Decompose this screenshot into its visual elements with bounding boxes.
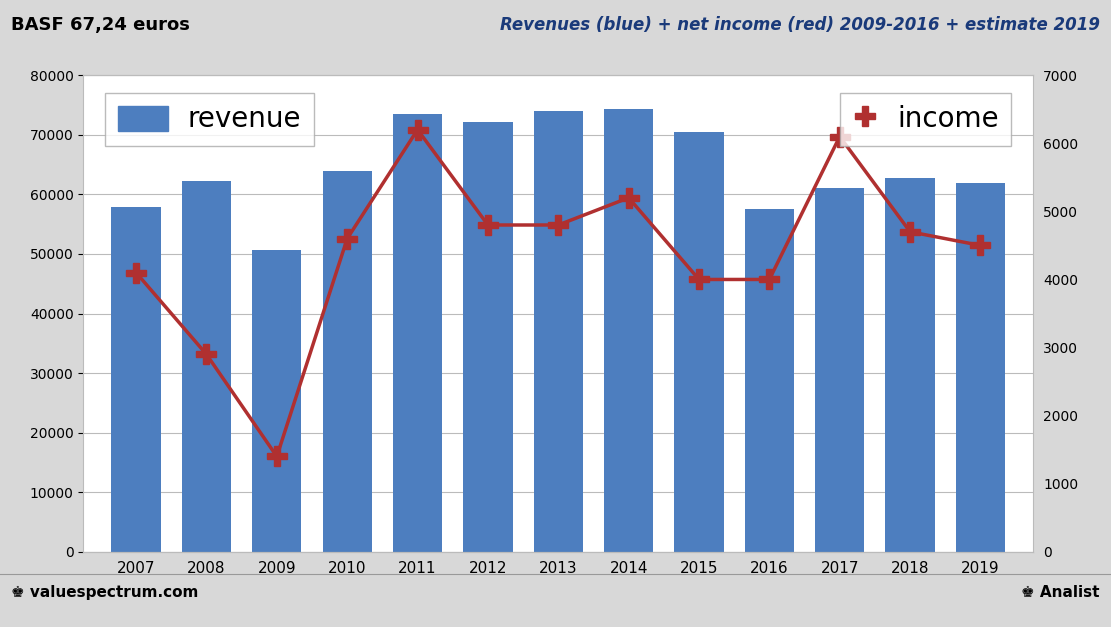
Bar (533, 111, 583, 552)
Bar (182, 181, 231, 552)
Bar (955, 184, 1005, 552)
Bar (463, 122, 512, 552)
Bar (604, 109, 653, 552)
Text: Revenues (blue) + net income (red) 2009-2016 + estimate 2019: Revenues (blue) + net income (red) 2009-… (500, 16, 1100, 34)
Bar (674, 132, 723, 552)
Bar (322, 171, 372, 552)
Bar (111, 208, 161, 552)
Bar (252, 250, 301, 552)
Bar (815, 189, 864, 552)
Legend: revenue: revenue (106, 93, 313, 145)
Text: ♚ Analist: ♚ Analist (1021, 585, 1100, 600)
Bar (744, 209, 794, 552)
Text: BASF 67,24 euros: BASF 67,24 euros (11, 16, 190, 34)
Bar (885, 179, 934, 552)
Bar (393, 114, 442, 552)
Text: ♚ valuespectrum.com: ♚ valuespectrum.com (11, 585, 199, 600)
Legend: income: income (840, 93, 1011, 145)
